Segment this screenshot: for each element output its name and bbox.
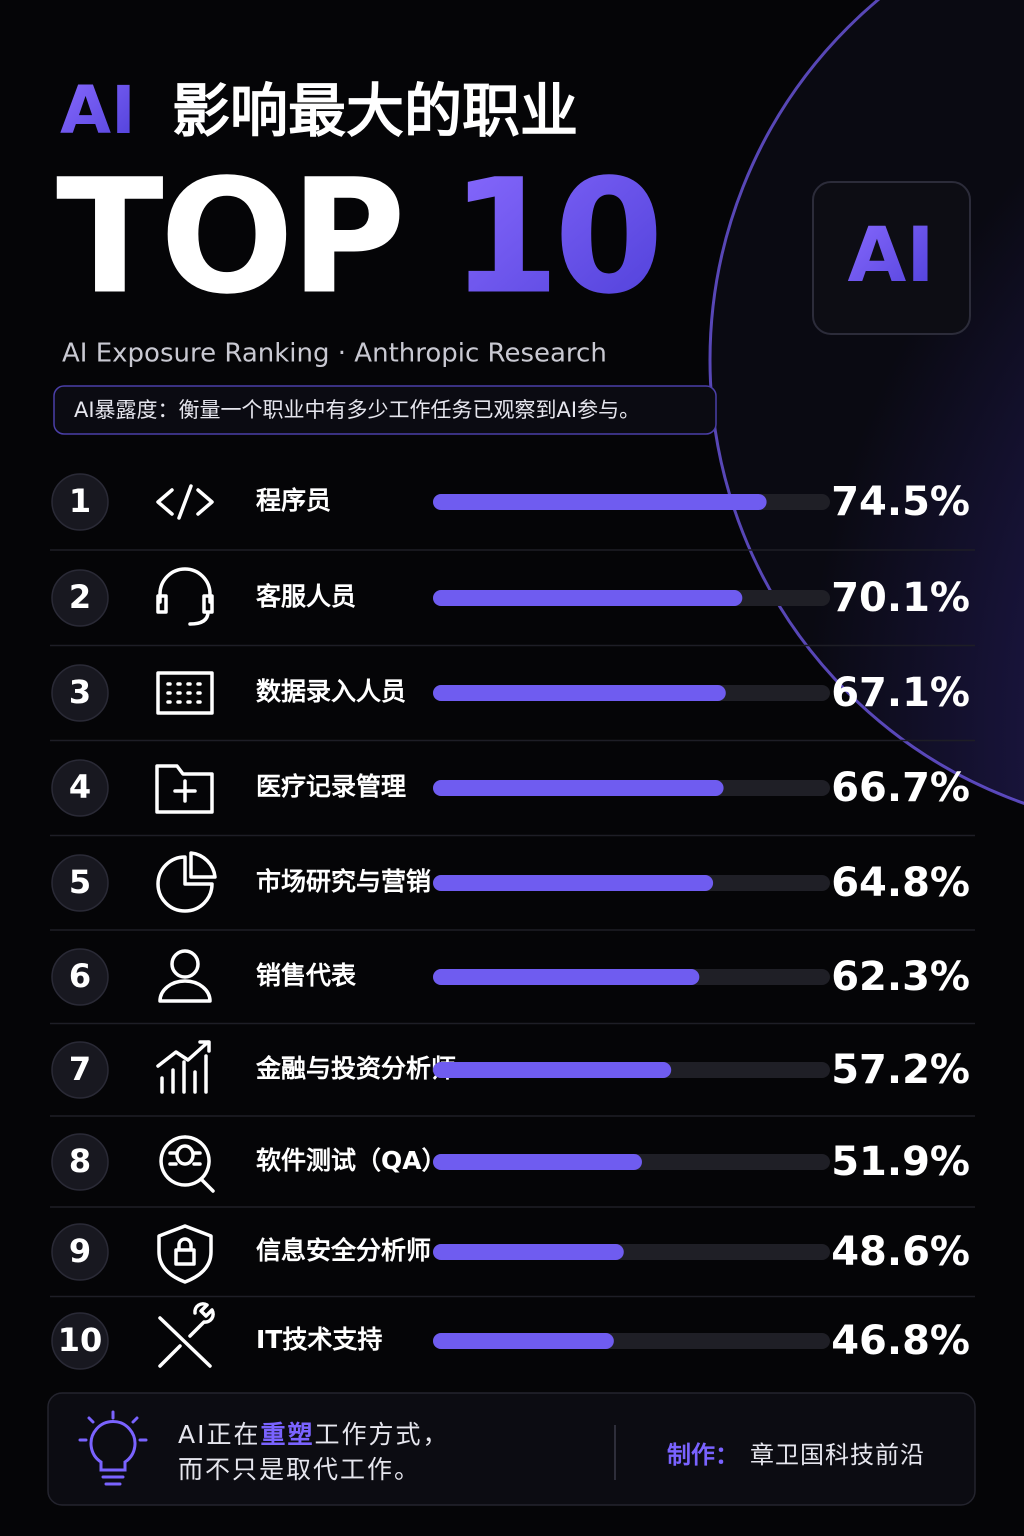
bar — [433, 969, 700, 985]
rank-badge — [51, 1041, 109, 1099]
value-label: 70.1% — [831, 575, 970, 621]
footer-line1: AI正在重塑工作方式， — [178, 1420, 450, 1449]
rank-badge — [51, 569, 109, 627]
row-icon — [156, 671, 214, 715]
bar — [433, 780, 724, 796]
bar — [433, 1062, 672, 1078]
row-icon — [157, 1224, 213, 1284]
footer-text: 工作方式， — [315, 1420, 450, 1449]
title-ai: AI — [60, 72, 136, 149]
category-label: 软件测试（QA） — [256, 1146, 447, 1175]
rank: 5 — [69, 863, 91, 901]
value-label: 62.3% — [831, 954, 970, 1000]
rank-badge — [51, 948, 109, 1006]
rank: 8 — [69, 1142, 91, 1180]
value-label: 46.8% — [831, 1318, 970, 1364]
rank: 6 — [69, 957, 91, 995]
title: 影响最大的职业 — [172, 77, 578, 145]
bar — [433, 1154, 642, 1170]
rank-badge — [51, 1223, 109, 1281]
row-icon — [155, 764, 214, 814]
ranking: 1 程序员 74.5%2 客服人员 70.1%3 数据录入人员 67.1%4 医疗记录管理 66… — [50, 473, 975, 1370]
value-label: 48.6% — [831, 1229, 970, 1275]
logo: AI — [847, 210, 934, 299]
value-label: 51.9% — [831, 1139, 970, 1185]
subtitle: AI Exposure Ranking · Anthropic Research — [62, 339, 607, 369]
category-label: 数据录入人员 — [256, 677, 406, 706]
rank: 9 — [69, 1232, 91, 1270]
value-label: 57.2% — [831, 1047, 970, 1093]
row-icon — [156, 1040, 211, 1094]
bar — [433, 685, 726, 701]
value-label: 66.7% — [831, 765, 970, 811]
rank: 10 — [58, 1321, 103, 1359]
row-icon — [156, 484, 214, 520]
rank-badge — [51, 1312, 109, 1370]
row-icon — [159, 1135, 215, 1193]
value-label: 67.1% — [831, 670, 970, 716]
category-label: 客服人员 — [256, 582, 356, 611]
bar — [433, 1333, 614, 1349]
bar — [433, 494, 767, 510]
value-label: 64.8% — [831, 860, 970, 906]
category-label: 程序员 — [256, 486, 331, 515]
logo-box — [812, 181, 971, 335]
rank-badge — [51, 1133, 109, 1191]
row-icon — [156, 567, 214, 626]
rank: 3 — [69, 673, 91, 711]
footer-text: AI正在 — [178, 1420, 260, 1449]
title-top-num: 10 — [450, 145, 658, 329]
note-box — [53, 385, 717, 435]
rank: 2 — [69, 578, 91, 616]
bulb-icon — [78, 1410, 148, 1486]
bar — [433, 875, 714, 891]
rank: 7 — [69, 1050, 91, 1088]
footer-line2: 而不只是取代工作。 — [178, 1455, 421, 1484]
category-label: 金融与投资分析师 — [255, 1054, 456, 1083]
footer-highlight: 重塑 — [260, 1420, 314, 1449]
rank-badge — [51, 854, 109, 912]
bar — [433, 590, 743, 606]
planet-rim — [708, 0, 1024, 805]
category-label: IT技术支持 — [256, 1325, 382, 1354]
rank: 1 — [69, 482, 91, 520]
title-top: TOP — [56, 145, 402, 329]
rank-badge — [51, 473, 109, 531]
rank-badge — [51, 664, 109, 722]
row-icon — [156, 851, 217, 913]
category-label: 医疗记录管理 — [256, 772, 406, 801]
rank-badge — [51, 759, 109, 817]
row-icon — [158, 1302, 215, 1368]
credit: 章卫国科技前沿 — [750, 1441, 925, 1469]
bar — [433, 1244, 624, 1260]
footer-box — [47, 1392, 976, 1506]
value-label: 74.5% — [831, 479, 970, 525]
category-label: 市场研究与营销 — [256, 867, 431, 896]
rank: 4 — [69, 768, 91, 806]
row-icon — [158, 949, 212, 1003]
note: AI暴露度：衡量一个职业中有多少工作任务已观察到AI参与。 — [74, 398, 640, 422]
credit-label: 制作： — [667, 1441, 739, 1469]
category-label: 信息安全分析师 — [256, 1236, 431, 1265]
category-label: 销售代表 — [256, 961, 357, 990]
